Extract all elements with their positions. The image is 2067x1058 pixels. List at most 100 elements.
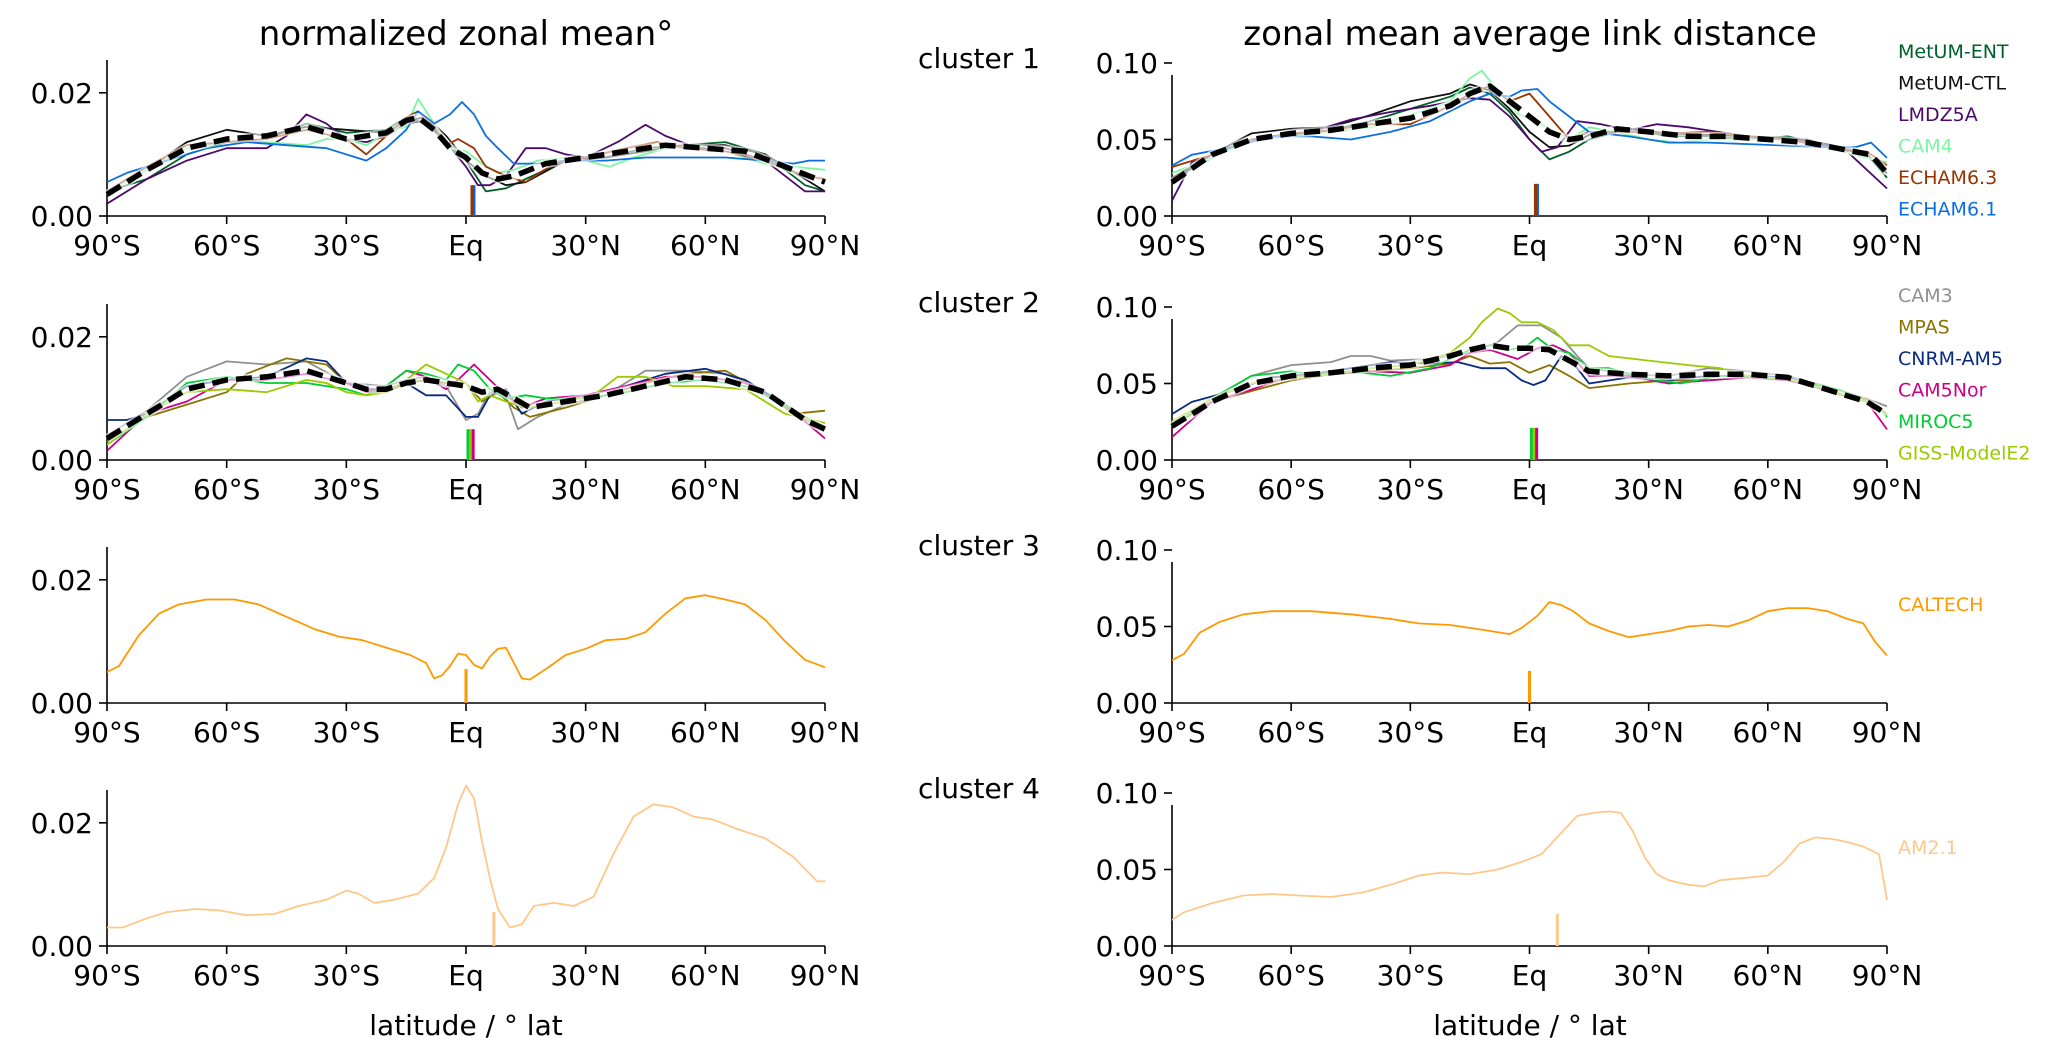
- x-tick-label: 90°S: [73, 473, 140, 506]
- x-tick-label: 30°N: [550, 959, 621, 992]
- x-tick-label: 90°N: [790, 716, 861, 749]
- x-tick-label: 30°N: [1613, 959, 1684, 992]
- legend-entry-cnrm-am5: CNRM-AM5: [1898, 348, 2003, 370]
- panel-right-4: 0.00 0.05 0.10 90°S 60°S 30°S Eq 30°N 60°N 90°N: [1096, 777, 1923, 992]
- x-tick-label: Eq: [1512, 473, 1547, 506]
- legend-entry-cam3: CAM3: [1898, 285, 1953, 307]
- y-tick-label: 0.10: [1096, 534, 1158, 567]
- x-tick-label: 60°N: [670, 473, 741, 506]
- cluster-label: cluster 3: [918, 529, 1040, 562]
- cluster-mean-line: [1170, 342, 1889, 429]
- x-tick-label: 90°N: [790, 229, 861, 262]
- x-tick-label: 60°N: [1733, 716, 1804, 749]
- y-tick-label: 0.00: [1096, 200, 1158, 233]
- left-x-axis-label: latitude / ° lat: [369, 1009, 562, 1042]
- x-tick-label: 30°N: [1613, 229, 1684, 262]
- x-tick-label: Eq: [1512, 959, 1547, 992]
- x-tick-label: 90°S: [1138, 959, 1205, 992]
- x-tick-label: 60°N: [1733, 229, 1804, 262]
- series-line-am2-1: [1172, 810, 1888, 921]
- x-tick-label: 60°S: [1257, 959, 1324, 992]
- panel-right-2: 0.00 0.05 0.10 90°S 60°S 30°S Eq 30°N 60°N 90°N: [1096, 291, 1923, 506]
- y-tick-label: 0.00: [31, 930, 93, 963]
- x-tick-label: 30°S: [313, 229, 380, 262]
- y-tick-label: 0.00: [1096, 687, 1158, 720]
- x-tick-label: Eq: [1512, 229, 1547, 262]
- y-tick-label: 0.02: [31, 564, 93, 597]
- y-tick-label: 0.02: [31, 807, 93, 840]
- legend-entry-miroc5: MIROC5: [1898, 411, 1974, 433]
- y-tick-label: 0.00: [1096, 444, 1158, 477]
- x-tick-label: 60°S: [1257, 473, 1324, 506]
- series-line-echam6-1: [107, 101, 825, 183]
- x-tick-label: 60°N: [1733, 959, 1804, 992]
- x-tick-label: 60°S: [193, 229, 260, 262]
- series-line-am2-1: [107, 784, 825, 929]
- x-tick-label: 60°S: [193, 959, 260, 992]
- panel-left-4: 0.00 0.02 90°S 60°S 30°S Eq 30°N 60°N 90°N: [31, 784, 860, 992]
- panel-left-3: 0.00 0.02 90°S 60°S 30°S Eq 30°N 60°N 90°N: [31, 547, 861, 749]
- x-tick-label: 60°N: [670, 229, 741, 262]
- x-tick-label: 60°N: [670, 716, 741, 749]
- x-tick-label: 90°S: [73, 959, 140, 992]
- x-tick-label: 60°N: [670, 959, 741, 992]
- cluster-label: cluster 2: [918, 286, 1040, 319]
- legend-entry-cam4: CAM4: [1898, 136, 1953, 158]
- right-x-axis-label: latitude / ° lat: [1433, 1009, 1626, 1042]
- cluster-mean-line: [105, 367, 827, 441]
- cluster-label: cluster 4: [918, 772, 1040, 805]
- x-tick-label: 90°N: [1852, 229, 1923, 262]
- cluster-mean-line: [105, 114, 826, 197]
- cluster-mean-halo: [1169, 340, 1890, 431]
- x-tick-label: Eq: [448, 959, 483, 992]
- y-tick-label: 0.10: [1096, 47, 1158, 80]
- panel-left-1: 0.00 0.02 90°S 60°S 30°S Eq 30°N 60°N 90°N: [31, 60, 861, 262]
- legend-entry-echam6-3: ECHAM6.3: [1898, 167, 1997, 189]
- x-tick-label: Eq: [1512, 716, 1547, 749]
- x-tick-label: 30°N: [1613, 716, 1684, 749]
- x-tick-label: 90°S: [73, 716, 140, 749]
- series-line-echam6-1: [1172, 88, 1888, 167]
- x-tick-label: 30°S: [313, 959, 380, 992]
- x-tick-label: 30°N: [550, 473, 621, 506]
- legend-entry-metum-ctl: MetUM-CTL: [1898, 73, 2007, 95]
- y-tick-label: 0.00: [1096, 930, 1158, 963]
- x-tick-label: 90°S: [73, 229, 140, 262]
- series-line-cam5nor: [1172, 344, 1888, 438]
- x-tick-label: Eq: [448, 229, 483, 262]
- x-tick-label: 90°N: [790, 473, 861, 506]
- legend-entry-am2-1: AM2.1: [1898, 837, 1958, 859]
- y-tick-label: 0.05: [1096, 611, 1158, 644]
- series-line-echam6-3: [1172, 85, 1888, 168]
- x-tick-label: 90°N: [1852, 473, 1923, 506]
- x-tick-label: 30°S: [313, 473, 380, 506]
- y-tick-label: 0.00: [31, 444, 93, 477]
- x-tick-label: 30°N: [550, 229, 621, 262]
- legend-entry-giss-modele2: GISS-ModelE2: [1898, 443, 2030, 465]
- x-tick-label: 90°S: [1138, 716, 1205, 749]
- x-tick-label: 30°S: [1377, 473, 1444, 506]
- x-tick-label: 90°S: [1138, 473, 1205, 506]
- x-tick-label: 30°N: [1613, 473, 1684, 506]
- series-line-mpas: [107, 357, 826, 443]
- right-column-title: zonal mean average link distance: [1243, 14, 1817, 54]
- x-tick-label: 60°S: [1257, 716, 1324, 749]
- left-column-title: normalized zonal mean°: [259, 14, 673, 54]
- x-tick-label: 60°S: [193, 716, 260, 749]
- panel-right-3: 0.00 0.05 0.10 90°S 60°S 30°S Eq 30°N 60°N 90°N: [1096, 534, 1923, 749]
- legend-entry-echam6-1: ECHAM6.1: [1898, 199, 1997, 221]
- x-tick-label: 30°S: [1377, 716, 1444, 749]
- series-line-mpas: [1172, 355, 1888, 428]
- x-tick-label: 30°S: [1377, 959, 1444, 992]
- legend-entry-caltech: CALTECH: [1898, 594, 1983, 616]
- legend-entry-cam5nor: CAM5Nor: [1898, 380, 1987, 402]
- panel-left-2: 0.00 0.02 90°S 60°S 30°S Eq 30°N 60°N 90°N: [31, 304, 861, 506]
- x-tick-label: 30°S: [313, 716, 380, 749]
- y-tick-label: 0.10: [1096, 777, 1158, 810]
- series-line-caltech: [107, 594, 826, 681]
- y-tick-label: 0.02: [31, 77, 93, 110]
- y-tick-label: 0.05: [1096, 368, 1158, 401]
- x-tick-label: 60°S: [193, 473, 260, 506]
- cluster-mean-halo: [1169, 81, 1891, 186]
